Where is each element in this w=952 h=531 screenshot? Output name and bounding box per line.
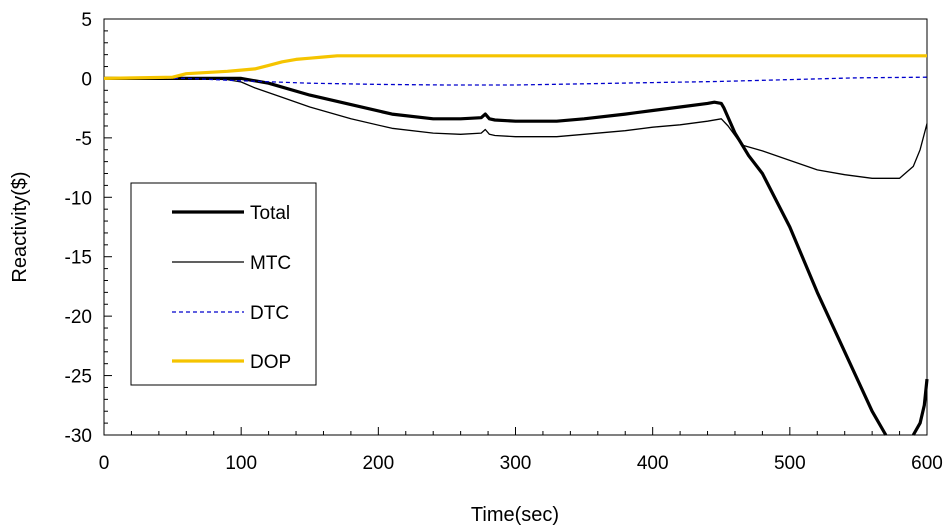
x-tick-label: 200 [362, 453, 394, 474]
x-tick-label: 600 [911, 453, 943, 474]
legend-box [130, 182, 317, 386]
legend-label-total: Total [250, 203, 290, 224]
x-axis-title: Time(sec) [471, 504, 559, 526]
legend-label-dtc: DTC [250, 303, 289, 324]
y-axis-title: Reactivity($) [9, 171, 31, 282]
x-tick-label: 0 [99, 453, 110, 474]
y-tick-label: -15 [65, 248, 92, 269]
tick-group [103, 18, 928, 436]
legend-label-mtc: MTC [250, 253, 291, 274]
series-total-line [104, 76, 888, 436]
y-tick-label: -30 [65, 426, 92, 447]
x-tick-label: 500 [774, 453, 806, 474]
tick-label-group: 0 100 200 300 400 500 600 5 0 -5 -10 -15 -20 -25 -30 [65, 10, 943, 474]
y-tick-label: 0 [81, 69, 92, 90]
series-group [103, 54, 929, 436]
y-tick-label: -20 [65, 307, 92, 328]
series-mtc-line [104, 77, 928, 179]
x-tick-label: 100 [225, 453, 257, 474]
series-dop-line [103, 54, 927, 80]
y-tick-label: -5 [75, 129, 92, 150]
series-total-line [911, 378, 929, 436]
y-tick-label: 5 [81, 10, 92, 31]
x-tick-label: 400 [637, 453, 669, 474]
legend-label-dop: DOP [250, 352, 291, 373]
y-tick-label: -10 [65, 188, 92, 209]
legend: Total MTC DTC DOP [130, 182, 317, 386]
x-tick-label: 300 [500, 453, 532, 474]
y-tick-label: -25 [65, 367, 92, 388]
